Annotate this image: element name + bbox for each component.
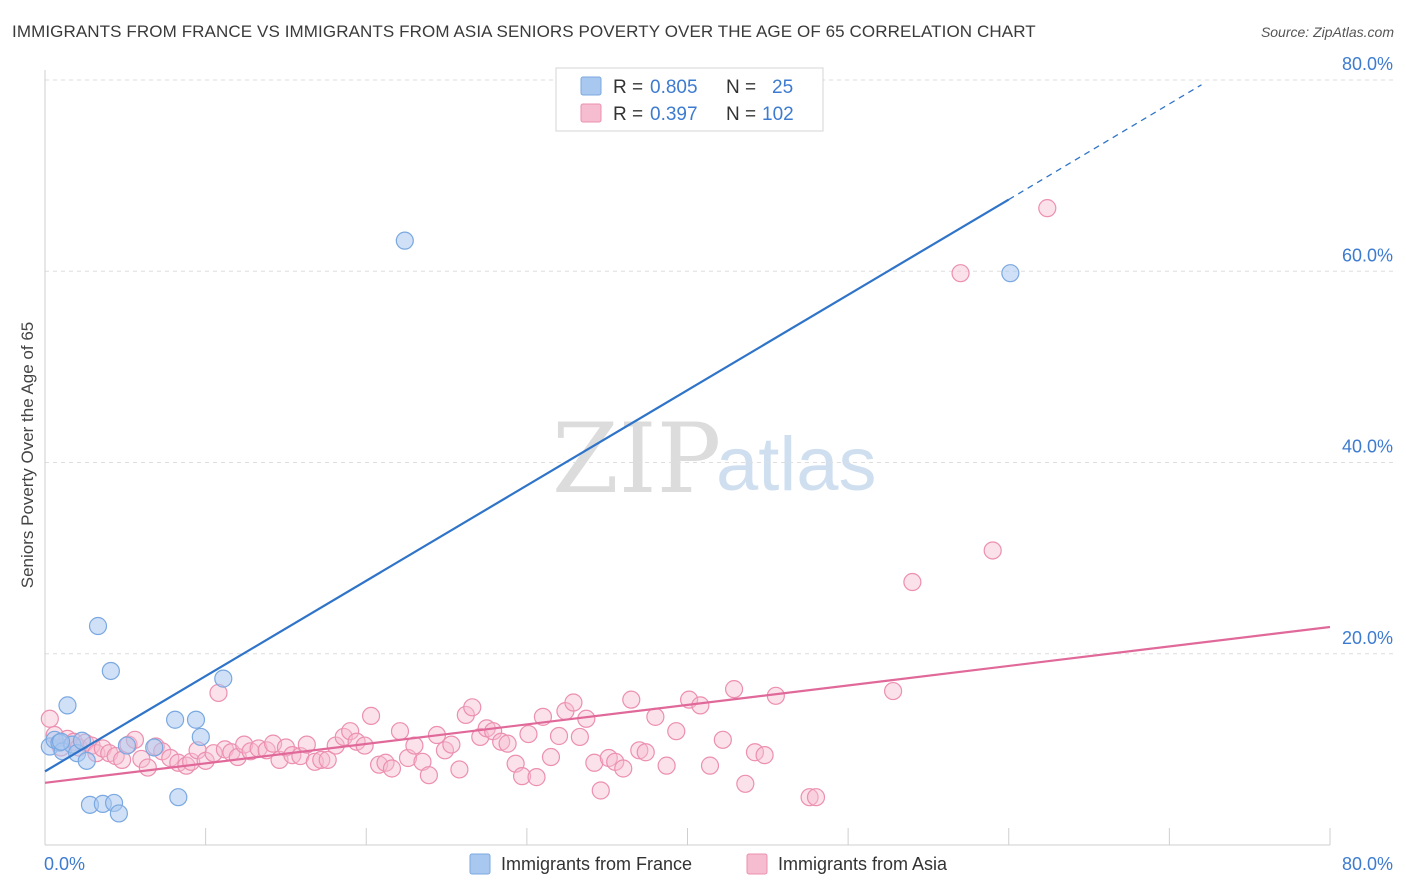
asia-point-56 (419, 766, 438, 785)
france-point-15 (117, 736, 137, 755)
asia-point-62 (463, 698, 482, 717)
bottom-legend-label-asia: Immigrants from Asia (778, 854, 948, 874)
x-axis-ticks (44, 828, 1331, 845)
x-tick-label-min: 0.0% (44, 854, 85, 874)
france-point-14 (109, 804, 128, 823)
legend-r-value-france: 0.805 (650, 77, 698, 98)
y-tick-label-60: 60.0% (1342, 245, 1393, 265)
asia-point-48 (361, 706, 381, 726)
watermark-zip: ZIP (552, 403, 721, 515)
legend-r-label-france: R = (613, 77, 643, 98)
legend-r-value-asia: 0.397 (650, 104, 698, 125)
chart-title: IMMIGRANTS FROM FRANCE VS IMMIGRANTS FRO… (12, 22, 1036, 41)
asia-point-101 (806, 788, 826, 807)
asia-point-88 (657, 756, 676, 775)
france-point-12 (101, 661, 120, 681)
series-asia-points (40, 199, 1057, 807)
france-point-23 (1001, 264, 1020, 283)
france-trend-line (44, 198, 1010, 773)
france-point-10 (88, 616, 108, 636)
france-point-18 (169, 788, 188, 807)
asia-point-93 (713, 730, 732, 749)
asia-trend-line (44, 625, 1331, 784)
asia-point-77 (570, 727, 589, 747)
asia-point-95 (736, 774, 755, 793)
asia-point-69 (512, 767, 532, 786)
france-point-16 (145, 738, 164, 757)
asia-point-66 (492, 732, 511, 751)
asia-point-16 (138, 758, 157, 777)
legend-n-value-asia: 102 (762, 104, 794, 125)
watermark-atlas: atlas (716, 422, 877, 507)
asia-point-59 (442, 735, 461, 754)
legend-r-label-asia: R = (613, 104, 643, 125)
asia-point-104 (983, 541, 1002, 560)
asia-point-83 (614, 759, 633, 778)
asia-point-30 (235, 735, 254, 754)
legend-n-value-france: 25 (772, 77, 793, 98)
france-point-21 (214, 669, 233, 688)
asia-point-87 (646, 707, 665, 726)
france-point-8 (77, 751, 96, 770)
asia-point-85 (630, 741, 649, 760)
bottom-legend-label-france: Immigrants from France (501, 854, 692, 874)
y-axis-tick-labels: 20.0% 40.0% 60.0% 80.0% (1342, 54, 1393, 648)
asia-point-73 (541, 747, 561, 767)
stats-legend: R = 0.805 N = 25 R = 0.397 N = 102 (555, 67, 824, 132)
legend-swatch-asia (580, 103, 602, 123)
france-point-24 (51, 732, 71, 751)
france-point-17 (166, 710, 185, 729)
bottom-legend-swatch-asia (746, 853, 768, 875)
asia-point-0 (40, 709, 59, 728)
y-tick-label-40: 40.0% (1342, 437, 1393, 457)
asia-point-79 (585, 753, 604, 772)
asia-point-51 (382, 759, 402, 778)
trend-lines (44, 84, 1331, 784)
x-tick-label-max: 80.0% (1342, 854, 1393, 874)
legend-n-label-asia: N = (726, 104, 756, 125)
y-tick-label-20: 20.0% (1342, 628, 1393, 648)
asia-point-92 (700, 756, 720, 775)
asia-point-103 (951, 264, 970, 283)
asia-point-99 (800, 788, 819, 807)
asia-point-84 (622, 690, 641, 709)
chart-source: Source: ZipAtlas.com (1260, 24, 1394, 40)
legend-swatch-france (580, 76, 602, 96)
asia-point-91 (691, 696, 710, 715)
asia-point-89 (667, 722, 686, 741)
asia-point-52 (390, 722, 410, 741)
asia-point-60 (450, 760, 469, 779)
y-axis-title: Seniors Poverty Over the Age of 65 (18, 322, 37, 588)
y-tick-label-80: 80.0% (1342, 54, 1393, 74)
asia-point-71 (527, 768, 546, 787)
asia-point-42 (318, 750, 337, 769)
france-point-19 (186, 710, 206, 729)
series-france-points (40, 231, 1020, 823)
asia-point-97 (755, 746, 774, 765)
asia-point-74 (549, 726, 569, 746)
asia-point-67 (498, 734, 517, 753)
asia-point-45 (341, 722, 360, 741)
asia-point-39 (297, 735, 316, 754)
bottom-legend-swatch-france (469, 853, 491, 875)
asia-point-94 (724, 680, 744, 699)
asia-point-76 (564, 693, 583, 712)
grid-lines (45, 79, 1393, 655)
asia-point-70 (519, 724, 538, 744)
france-trend-extension (1008, 84, 1202, 201)
asia-point-41 (312, 750, 331, 769)
asia-point-102 (903, 572, 922, 592)
asia-point-86 (636, 743, 655, 762)
france-point-4 (58, 696, 77, 715)
asia-point-80 (591, 781, 610, 800)
legend-n-label-france: N = (726, 77, 756, 98)
asia-point-100 (883, 681, 903, 701)
asia-point-105 (1038, 199, 1057, 218)
france-point-20 (191, 727, 210, 747)
france-point-22 (395, 231, 414, 250)
series-legend: Immigrants from France Immigrants from A… (469, 853, 948, 875)
